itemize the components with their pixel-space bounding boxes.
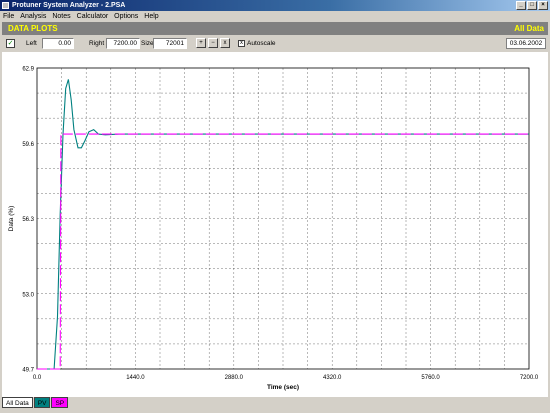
data-scope-label: All Data	[514, 22, 544, 35]
app-icon	[2, 2, 9, 9]
y-tick-label: 59.6	[22, 142, 34, 148]
window-title: Protuner System Analyzer - 2.PSA	[12, 0, 125, 11]
size-input[interactable]: 72001	[153, 38, 187, 49]
window-controls: _ □ ×	[516, 1, 548, 10]
close-button[interactable]: ×	[538, 1, 548, 10]
x-axis-label: Time (sec)	[267, 384, 299, 391]
zoom-reset-icon[interactable]: x	[220, 38, 230, 48]
menu-file[interactable]: File	[0, 11, 17, 22]
maximize-button[interactable]: □	[527, 1, 537, 10]
menu-help[interactable]: Help	[141, 11, 161, 22]
zoom-in-icon[interactable]: +	[196, 38, 206, 48]
x-tick-label: 7200.0	[520, 375, 539, 381]
x-tick-label: 5760.0	[421, 375, 440, 381]
right-input[interactable]: 7200.00	[106, 38, 140, 49]
section-header: DATA PLOTS All Data	[2, 22, 548, 35]
x-tick-label: 2880.0	[225, 375, 244, 381]
tab-sp[interactable]: SP	[51, 397, 68, 408]
x-tick-label: 0.0	[33, 375, 42, 381]
toolbar: ✓ Left 0.00 Right 7200.00 Size 72001 + −…	[2, 36, 548, 51]
title-bar: Protuner System Analyzer - 2.PSA _ □ ×	[0, 0, 550, 11]
x-tick-label: 4320.0	[323, 375, 342, 381]
menu-notes[interactable]: Notes	[49, 11, 73, 22]
zoom-out-icon[interactable]: −	[208, 38, 218, 48]
menu-analysis[interactable]: Analysis	[17, 11, 49, 22]
y-tick-label: 56.3	[22, 217, 34, 223]
menu-options[interactable]: Options	[111, 11, 141, 22]
autoscale-checkbox[interactable]: x	[238, 40, 245, 47]
line-chart[interactable]: 62.9 59.6 56.3 53.0 49.70.0 1440.0 2880.0 4320.…	[2, 52, 548, 397]
date-display: 03.06.2002	[506, 38, 546, 49]
apply-check-icon[interactable]: ✓	[6, 39, 15, 48]
left-input[interactable]: 0.00	[42, 38, 74, 49]
minimize-button[interactable]: _	[516, 1, 526, 10]
menu-bar: File Analysis Notes Calculator Options H…	[0, 11, 550, 22]
y-axis-label: Data (%)	[8, 206, 15, 232]
x-tick-label: 1440.0	[126, 375, 145, 381]
tab-pv[interactable]: PV	[34, 397, 51, 408]
right-label: Right	[89, 39, 104, 48]
y-tick-label: 53.0	[22, 292, 34, 298]
y-tick-label: 62.9	[22, 67, 34, 73]
tab-all-data[interactable]: All Data	[2, 397, 33, 408]
section-title: DATA PLOTS	[8, 22, 58, 35]
size-label: Size	[141, 39, 154, 48]
menu-calculator[interactable]: Calculator	[74, 11, 112, 22]
y-tick-label: 49.7	[22, 368, 34, 374]
series-tabs: All Data PV SP	[2, 397, 68, 410]
plot-area[interactable]: 62.9 59.6 56.3 53.0 49.7 0.0 1440.0 2880.0 4320.…	[2, 52, 548, 397]
autoscale-label: Autoscale	[247, 39, 276, 48]
left-label: Left	[26, 39, 37, 48]
